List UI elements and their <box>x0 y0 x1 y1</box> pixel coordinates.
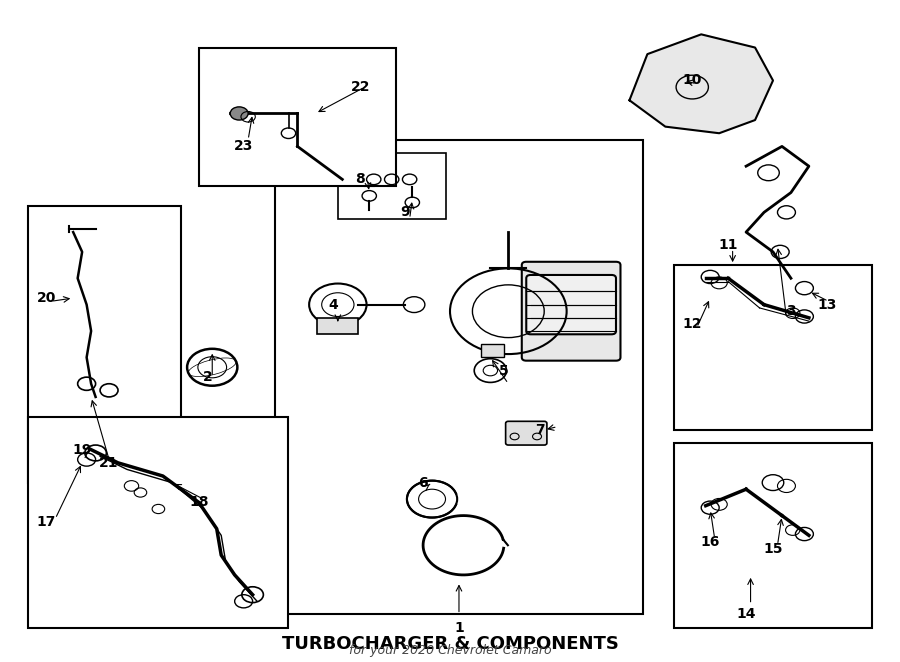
Text: 1: 1 <box>454 621 464 635</box>
Text: 18: 18 <box>189 495 209 509</box>
Text: 10: 10 <box>682 73 702 87</box>
Bar <box>317 318 358 334</box>
Text: 22: 22 <box>350 80 370 94</box>
Text: 14: 14 <box>736 608 756 622</box>
Text: 4: 4 <box>328 298 338 312</box>
Text: 23: 23 <box>234 140 253 154</box>
Bar <box>674 443 872 628</box>
FancyBboxPatch shape <box>526 275 616 334</box>
Text: 19: 19 <box>73 443 92 457</box>
Text: 6: 6 <box>418 475 427 490</box>
Bar <box>482 344 504 357</box>
Text: 13: 13 <box>817 298 836 312</box>
FancyBboxPatch shape <box>506 421 547 445</box>
Bar <box>275 140 643 614</box>
Text: 21: 21 <box>99 456 119 470</box>
Text: 9: 9 <box>400 205 410 219</box>
Text: 20: 20 <box>37 291 56 305</box>
Text: 12: 12 <box>682 317 702 332</box>
Polygon shape <box>629 34 773 133</box>
Text: 7: 7 <box>535 423 544 437</box>
Text: 2: 2 <box>202 370 212 384</box>
Bar <box>199 48 396 186</box>
Text: for your 2020 Chevrolet Camaro: for your 2020 Chevrolet Camaro <box>348 644 552 657</box>
Text: 16: 16 <box>700 535 720 549</box>
Circle shape <box>230 107 248 120</box>
Text: 11: 11 <box>718 238 738 252</box>
Text: 15: 15 <box>763 542 783 555</box>
Bar <box>338 153 446 219</box>
FancyBboxPatch shape <box>522 261 620 361</box>
Text: 17: 17 <box>37 515 56 529</box>
Bar <box>674 265 872 430</box>
Bar <box>28 416 289 628</box>
Text: 3: 3 <box>786 305 796 318</box>
Text: TURBOCHARGER & COMPONENTS: TURBOCHARGER & COMPONENTS <box>282 635 618 653</box>
Text: 8: 8 <box>356 172 365 187</box>
Bar <box>28 206 181 483</box>
Text: 5: 5 <box>499 363 508 377</box>
